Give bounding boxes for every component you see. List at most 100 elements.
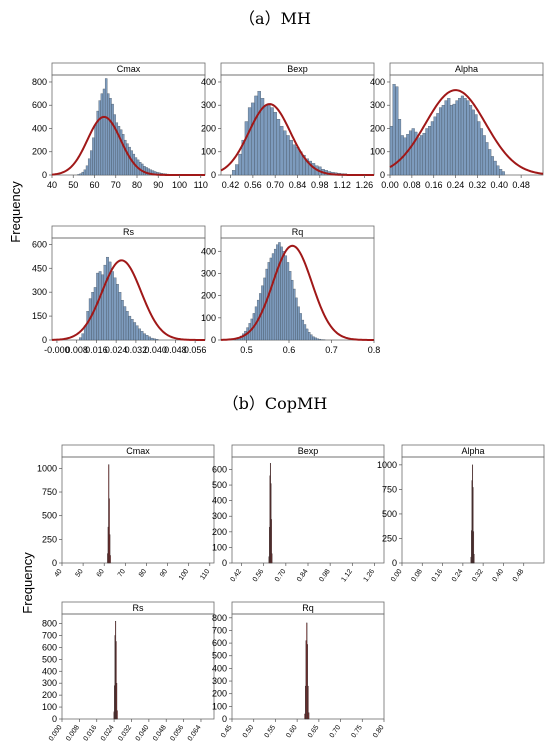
histogram-bar: [79, 173, 82, 176]
histogram-bar: [109, 555, 111, 564]
histogram-bar: [121, 134, 125, 176]
x-tick-label: 0.024: [105, 345, 128, 355]
y-tick-label: 1000: [377, 460, 397, 470]
y-tick-label: 0: [222, 558, 227, 568]
x-tick-label: 0.65: [307, 724, 321, 739]
histogram-bar: [496, 165, 500, 176]
histogram-bar: [101, 274, 104, 341]
y-tick-label: 500: [212, 480, 227, 490]
y-tick-label: 300: [201, 100, 216, 110]
histogram-bar: [238, 153, 242, 176]
histogram-bar: [104, 78, 108, 176]
histogram-bar: [307, 332, 311, 341]
histogram-bar: [102, 88, 106, 176]
panel-title: Rs: [133, 603, 144, 613]
histogram-bar: [119, 129, 123, 176]
histogram-bar: [78, 337, 82, 341]
y-tick-label: 0: [52, 558, 57, 568]
x-tick-label: 0.70: [266, 180, 284, 190]
histogram-bar: [292, 144, 297, 176]
y-tick-label: 100: [212, 701, 227, 711]
x-tick-label: 0.98: [311, 180, 329, 190]
y-tick-label: 500: [42, 654, 57, 664]
y-tick-label: 600: [212, 464, 227, 474]
histogram-bar: [417, 137, 421, 176]
x-tick-label: 0.48: [512, 180, 530, 190]
y-tick-label: 700: [42, 630, 57, 640]
x-tick-label: 0.00: [390, 568, 404, 583]
histogram-bar: [81, 171, 85, 176]
histogram-bar: [257, 91, 261, 176]
histogram-bar: [270, 519, 272, 564]
y-tick-label: 400: [370, 77, 385, 87]
y-tick-label: 400: [212, 663, 227, 673]
x-tick-label: 0.56: [252, 568, 266, 583]
histogram-bar: [307, 685, 309, 720]
histogram-bar: [485, 142, 489, 176]
fitted-normal-curve: [220, 244, 374, 341]
plot-frame: [61, 613, 215, 720]
histogram-panel-mh-cmax: Cmax 0 200 400 600 800 40 50 60 70 80 90 100 110: [32, 62, 208, 190]
x-tick-label: 0.040: [135, 724, 151, 742]
histogram-bar: [458, 98, 462, 176]
section-b-title: （b）CopMH: [223, 394, 328, 413]
histogram-bar: [118, 292, 122, 341]
histogram-bar: [108, 498, 110, 564]
y-tick-label: 400: [201, 246, 216, 256]
histogram-bar: [271, 553, 273, 564]
x-tick-label: 0.80: [372, 724, 386, 739]
x-tick-label: 0.70: [329, 724, 343, 739]
fitted-normal-curve: [220, 103, 374, 176]
histogram-bar: [295, 146, 300, 176]
x-tick-label: 0.008: [65, 724, 81, 742]
x-tick-label: 0.16: [425, 180, 443, 190]
y-tick-label: 750: [382, 484, 397, 494]
histogram-bar: [316, 338, 319, 341]
histogram-bar: [460, 95, 464, 176]
histogram-bar: [128, 315, 132, 341]
histogram-bar: [251, 102, 255, 176]
histogram-bar: [289, 139, 293, 176]
histogram-bar: [109, 98, 112, 176]
histogram-bar: [406, 134, 410, 176]
histogram-bar: [473, 531, 475, 564]
histogram-bar: [314, 337, 317, 341]
x-tick-label: 50: [68, 180, 78, 190]
histogram-bar: [94, 124, 97, 176]
y-axis-label-mh: Frequency: [8, 181, 23, 243]
histogram-bar: [305, 328, 309, 341]
histogram-bar: [244, 121, 249, 176]
y-tick-label: 500: [382, 509, 397, 519]
histogram-bar: [98, 100, 102, 176]
histogram-bar: [474, 114, 478, 176]
y-tick-label: 100: [370, 147, 385, 157]
histogram-bar: [425, 128, 429, 176]
histogram-bar: [103, 264, 107, 341]
histogram-bar: [100, 93, 104, 176]
y-tick-label: 200: [212, 689, 227, 699]
y-tick-label: 100: [201, 147, 216, 157]
histogram-bar: [126, 143, 129, 176]
histogram-bar: [116, 284, 119, 341]
histogram-bar: [472, 487, 474, 564]
x-tick-label: 1.12: [333, 180, 351, 190]
histogram-bar: [267, 105, 271, 176]
histogram-bar: [273, 248, 277, 341]
histogram-bar: [422, 132, 426, 176]
histogram-bar: [77, 174, 80, 176]
histogram-bar: [235, 164, 239, 176]
y-tick-label: 450: [32, 263, 47, 273]
histogram-bar: [150, 337, 154, 341]
x-tick-label: 0.16: [431, 568, 445, 583]
histogram-bar: [466, 100, 470, 176]
histogram-bar: [93, 287, 97, 341]
x-tick-label: 0.048: [164, 345, 187, 355]
y-tick-label: 600: [42, 642, 57, 652]
x-tick-label: 0.32: [471, 568, 485, 583]
histogram-bar: [267, 262, 271, 341]
histogram-panel-copmh-rq: Rq 0 100 200 300 400 500 600 700 800 0.45 0.50 0.55 0…: [212, 601, 386, 739]
x-tick-label: 110: [199, 568, 211, 581]
histogram-bar: [452, 103, 456, 176]
histogram-bar: [408, 130, 413, 176]
x-tick-label: 0.016: [85, 345, 108, 355]
